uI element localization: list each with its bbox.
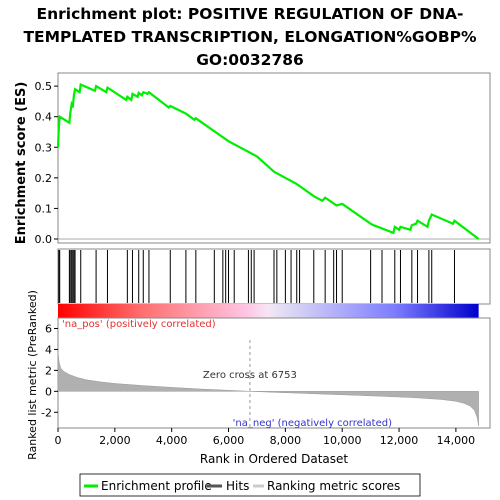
metric-y-tick-label: 0 <box>45 385 52 398</box>
zero-cross-label: Zero cross at 6753 <box>203 370 297 381</box>
es-y-tick-label: 0.2 <box>35 172 53 185</box>
x-tick-label: 12,000 <box>380 434 419 447</box>
es-y-tick-label: 0.5 <box>35 80 53 93</box>
x-tick-label: 4,000 <box>156 434 188 447</box>
metric-panel-frame <box>57 317 491 429</box>
x-tick-label: 0 <box>55 434 62 447</box>
es-y-tick-label: 0.4 <box>35 111 53 124</box>
hit-markers <box>58 250 455 303</box>
metric-y-axis-label: Ranked list metric (PreRanked) <box>26 290 39 460</box>
neg-correlated-label: 'na_neg' (negatively correlated) <box>233 418 392 429</box>
x-tick-label: 2,000 <box>99 434 131 447</box>
es-y-tick-label: 0.1 <box>35 202 53 215</box>
enrichment-profile-line <box>56 83 480 240</box>
legend-frame <box>79 473 421 497</box>
x-tick-label: 8,000 <box>270 434 302 447</box>
metric-y-tick-label: 2 <box>45 364 52 377</box>
hits-panel <box>57 248 491 305</box>
x-tick-label: 6,000 <box>213 434 245 447</box>
es-panel-frame <box>57 72 491 244</box>
legend: Enrichment profile Hits Ranking metric s… <box>79 473 421 497</box>
es-y-tick-label: 0.0 <box>35 233 53 246</box>
es-panel: 0.0 0.1 0.2 0.3 0.4 0.5 Enrichment score (ES) <box>14 72 491 246</box>
es-y-axis-label: Enrichment score (ES) <box>14 82 29 245</box>
ranking-metric-area <box>57 351 479 426</box>
x-axis-label: Rank in Ordered Dataset <box>200 452 348 466</box>
pos-correlated-label: 'na_pos' (positively correlated) <box>62 319 216 330</box>
metric-y-tick-label: 6 <box>45 322 52 335</box>
es-y-ticks: 0.0 0.1 0.2 0.3 0.4 0.5 <box>35 80 58 246</box>
legend-label-hits: Hits <box>226 479 249 493</box>
rank-color-bar <box>58 304 479 318</box>
x-axis-ticks: 0 2,000 4,000 6,000 8,000 10,000 12,000 14,000 <box>55 428 476 447</box>
metric-y-tick-label: 4 <box>45 343 52 356</box>
x-tick-label: 14,000 <box>437 434 476 447</box>
metric-y-ticks: -2 0 2 4 6 <box>41 322 58 419</box>
legend-label-metric: Ranking metric scores <box>267 479 400 493</box>
x-tick-label: 10,000 <box>323 434 362 447</box>
chart-title-line-1: Enrichment plot: POSITIVE REGULATION OF … <box>37 5 464 23</box>
legend-label-profile: Enrichment profile <box>101 479 212 493</box>
chart-title-line-2: TEMPLATED TRANSCRIPTION, ELONGATION%GOBP… <box>23 28 477 46</box>
metric-y-tick-label: -2 <box>41 406 52 419</box>
chart-title-line-3: GO:0032786 <box>196 51 304 69</box>
es-y-tick-label: 0.3 <box>35 141 53 154</box>
